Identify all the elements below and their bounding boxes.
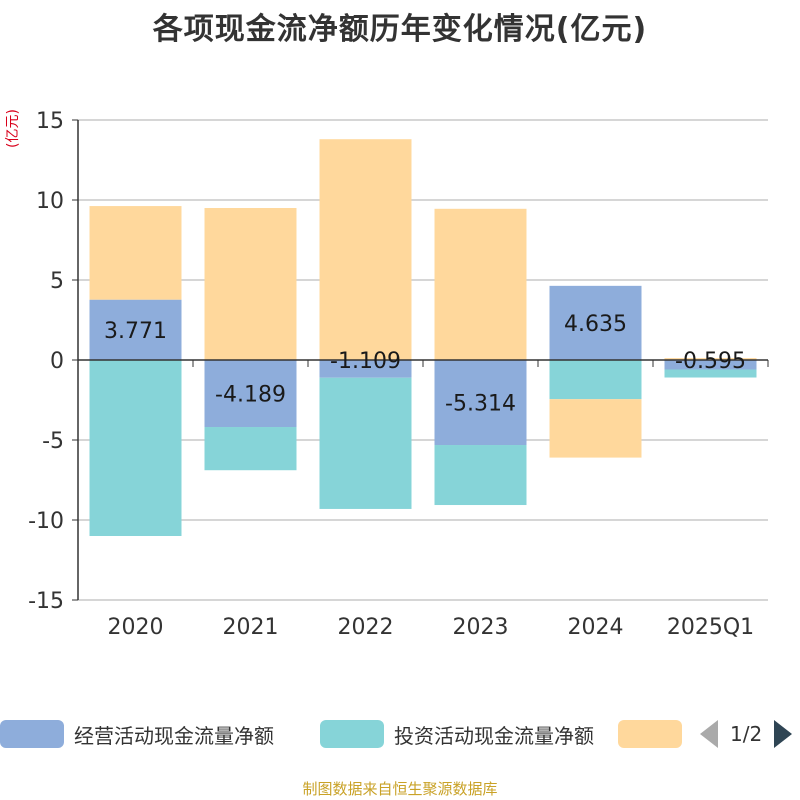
legend-item-financing[interactable]: [618, 716, 692, 752]
chart-title: 各项现金流净额历年变化情况(亿元): [152, 12, 648, 47]
data-labels: 3.771 -4.189 -1.109 -5.314 4.635 -0.595: [104, 312, 746, 417]
pager-page-indicator: 1/2: [730, 722, 763, 746]
bar-2024-series-1: [549, 360, 642, 400]
bar-2024-series-0: [549, 285, 642, 360]
bar-2022-series-2: [319, 139, 412, 360]
legend-label-operating: 经营活动现金流量净额: [74, 723, 274, 748]
x-tick-label: 2024: [568, 615, 624, 640]
pager-next-icon[interactable]: [774, 720, 793, 748]
x-tick-label: 2025Q1: [667, 615, 754, 640]
bar-2023-series-0: [434, 360, 527, 446]
y-tick-label: 10: [36, 189, 64, 214]
bar-2023-series-2: [434, 208, 527, 360]
x-tick-label: 2022: [338, 615, 394, 640]
bar-2022-series-0: [319, 360, 412, 378]
y-tick-label: -5: [42, 429, 64, 454]
legend-item-investing[interactable]: 投资活动现金流量净额: [320, 716, 594, 752]
x-tick-label: 2023: [453, 615, 509, 640]
bar-2025Q1-series-0: [664, 360, 757, 370]
legend-swatch-financing: [618, 720, 682, 748]
x-tick-label: 2021: [223, 615, 279, 640]
legend-label-investing: 投资活动现金流量净额: [394, 723, 594, 748]
bars: [89, 139, 757, 536]
legend: 经营活动现金流量净额 投资活动现金流量净额: [0, 716, 800, 752]
data-source-note: 制图数据来自恒生聚源数据库: [302, 780, 498, 798]
data-label: -0.595: [675, 349, 746, 374]
legend-item-operating[interactable]: 经营活动现金流量净额: [0, 716, 274, 752]
legend-swatch-operating: [0, 720, 64, 748]
legend-swatch-investing: [320, 720, 384, 748]
bar-2022-series-1: [319, 377, 412, 509]
bar-2020-series-0: [89, 299, 182, 360]
y-tick-label: 0: [50, 349, 64, 374]
pager-prev-icon[interactable]: [700, 720, 718, 748]
bar-2023-series-1: [434, 445, 527, 506]
bar-2021-series-0: [204, 360, 297, 428]
bar-2021-series-1: [204, 427, 297, 471]
bar-2020-series-2: [89, 206, 182, 300]
y-tick-label: 15: [36, 109, 64, 134]
data-label: -1.109: [330, 349, 401, 374]
bar-2020-series-1: [89, 360, 182, 536]
bar-2025Q1-series-2: [664, 358, 757, 360]
legend-pager: 1/2: [700, 720, 793, 748]
y-tick-label: 5: [50, 269, 64, 294]
y-tick-label: -10: [28, 509, 64, 534]
x-tick-label: 2020: [108, 615, 164, 640]
bar-2025Q1-series-1: [664, 369, 757, 378]
axes: 15 10 5 0 -5 -10 -15 2020 2021 2022 2023 2024 2025Q1: [28, 109, 769, 640]
bar-2021-series-2: [204, 208, 297, 360]
chart-area: 15 10 5 0 -5 -10 -15 2020 2021 2022 2023 2024 2025Q1…: [28, 109, 769, 640]
bar-2024-series-2: [549, 399, 642, 458]
data-label: -4.189: [215, 383, 286, 408]
data-label: 4.635: [564, 312, 627, 337]
data-label: 3.771: [104, 319, 167, 344]
data-label: -5.314: [445, 392, 516, 417]
gridlines: [78, 119, 768, 601]
y-tick-label: -15: [28, 589, 64, 614]
